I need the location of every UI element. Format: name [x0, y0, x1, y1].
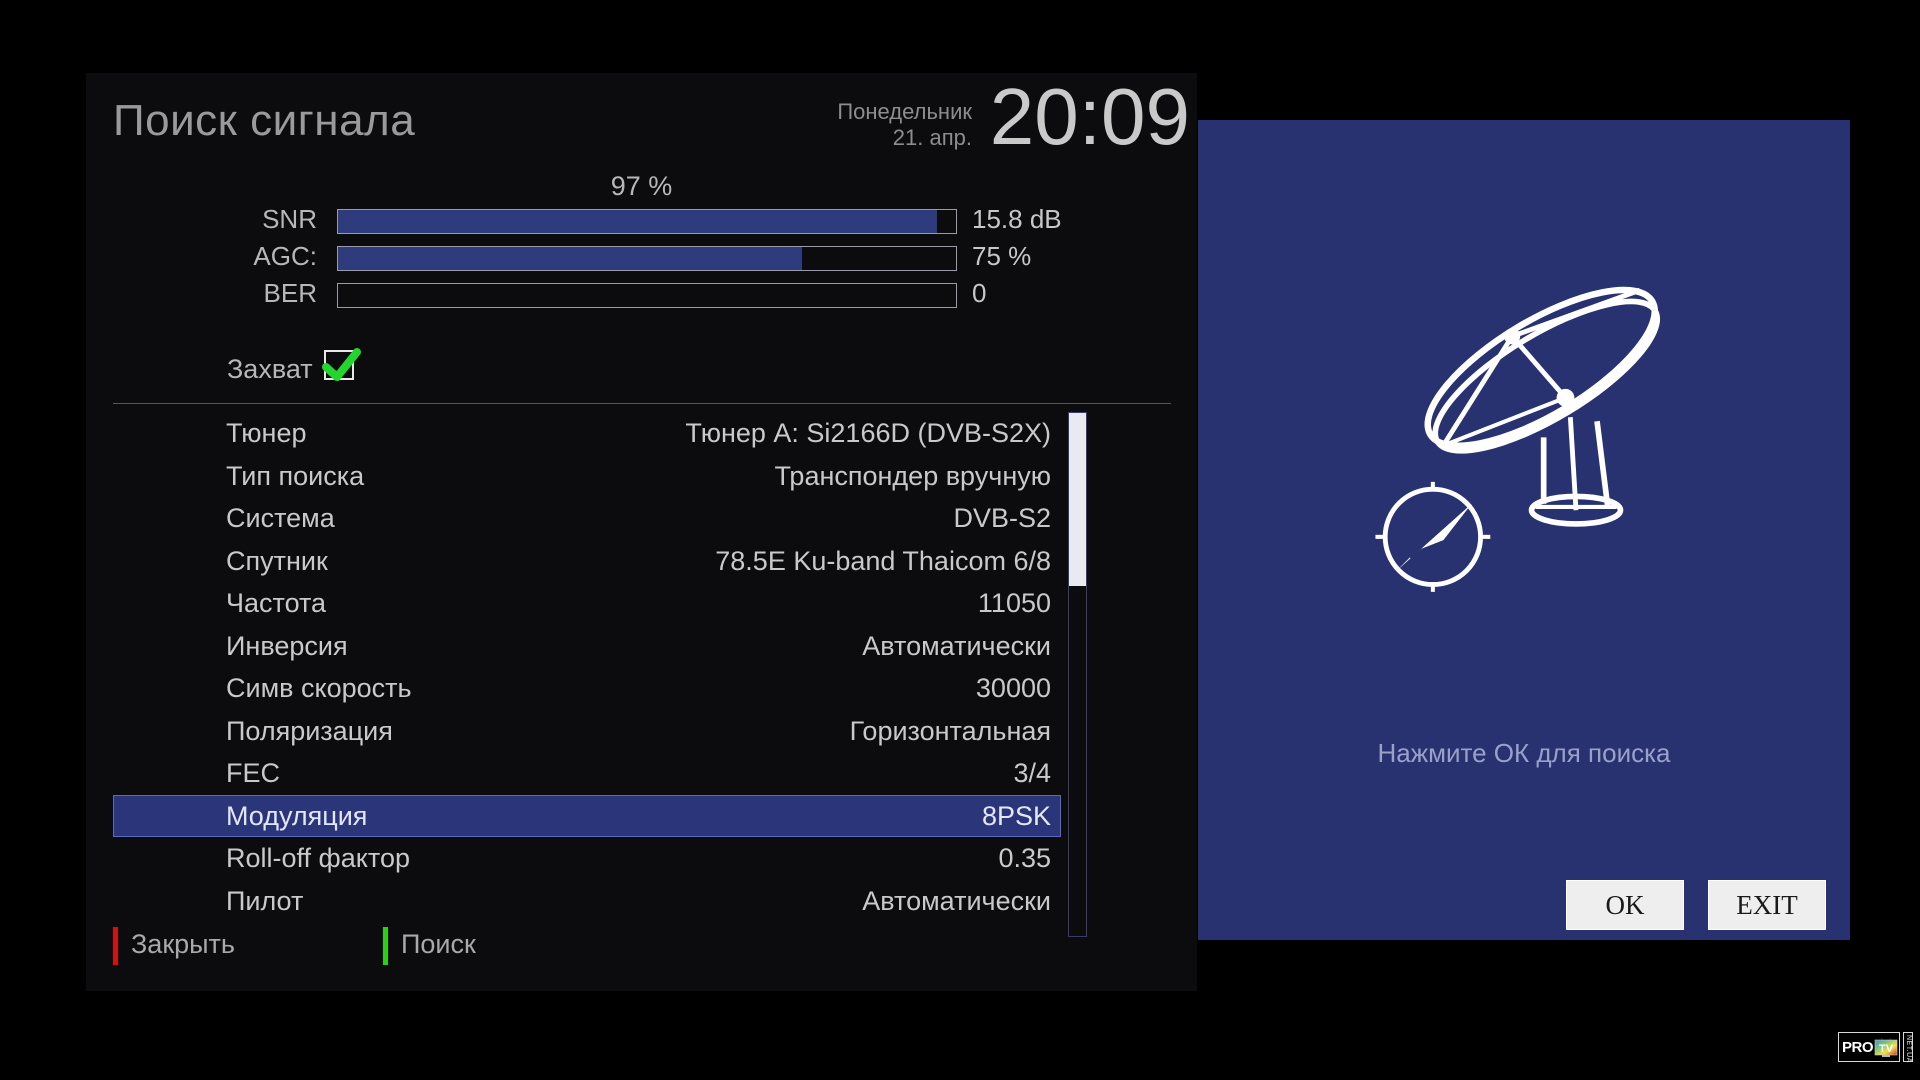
svg-text:TV: TV: [1879, 1043, 1894, 1055]
